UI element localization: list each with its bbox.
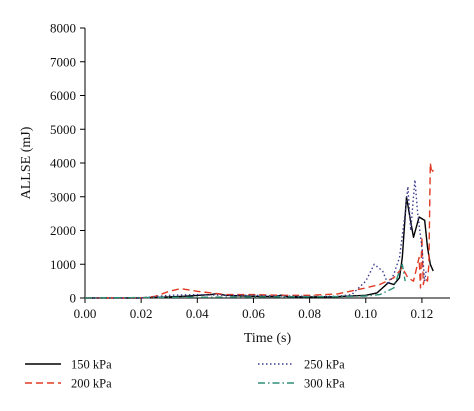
legend-label-4: 300 kPa xyxy=(304,377,345,391)
y-tick-label: 0 xyxy=(70,291,77,306)
y-tick-label: 8000 xyxy=(50,21,76,36)
y-axis-title: ALLSE (mJ) xyxy=(19,126,34,199)
chart-legend: 150 kPa 200 kPa 250 kPa 300 kPa xyxy=(25,358,345,391)
y-tick-label: 7000 xyxy=(50,54,76,69)
x-tick-label: 0.02 xyxy=(130,306,153,321)
y-tick-label: 5000 xyxy=(50,122,76,137)
legend-label-1: 150 kPa xyxy=(71,358,112,372)
x-tick-label: 0.10 xyxy=(354,306,377,321)
series-line-4 xyxy=(84,263,406,299)
x-tick-label: 0.06 xyxy=(242,306,265,321)
y-tick-label: 1000 xyxy=(50,257,76,272)
y-tick-label: 6000 xyxy=(50,88,76,103)
y-tick-label: 4000 xyxy=(50,156,76,171)
series-line-3 xyxy=(85,179,427,299)
y-tick-label: 2000 xyxy=(50,223,76,238)
series-line-1 xyxy=(85,196,434,299)
series-line-2 xyxy=(85,162,434,299)
legend-label-2: 200 kPa xyxy=(71,377,112,391)
x-tick-label: 0.04 xyxy=(186,306,209,321)
y-tick-label: 3000 xyxy=(50,189,76,204)
tick-labels: 0.00 0.02 0.04 0.06 0.08 0.10 0.12 0 1000 2000 300… xyxy=(50,21,433,322)
legend-label-3: 250 kPa xyxy=(304,358,345,372)
x-tick-label: 0.12 xyxy=(411,306,434,321)
plot-series xyxy=(84,162,434,299)
x-tick-label: 0.08 xyxy=(298,306,321,321)
x-axis-title: Time (s) xyxy=(244,331,292,346)
x-tick-label: 0.00 xyxy=(74,306,97,321)
plot-axes xyxy=(80,27,450,303)
